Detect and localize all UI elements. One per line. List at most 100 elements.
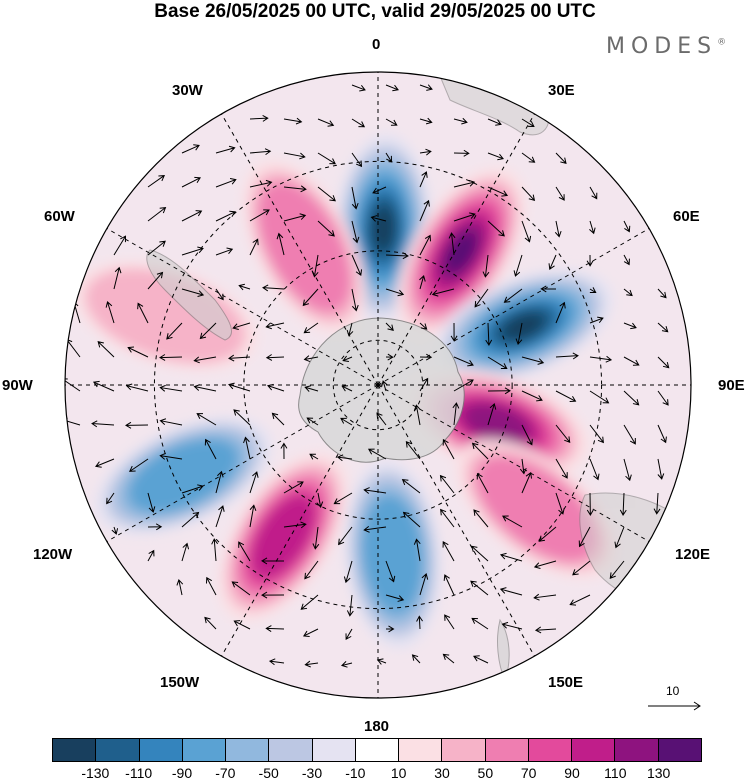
wind-vector xyxy=(521,220,532,243)
wind-vector xyxy=(402,511,421,528)
wind-vector xyxy=(181,288,205,297)
colorbar-swatch-7 xyxy=(355,739,400,761)
colorbar-swatch-11 xyxy=(528,739,573,761)
wind-vector xyxy=(453,379,474,392)
wind-vector xyxy=(442,653,455,664)
colorbar-tick-label: -10 xyxy=(345,765,366,781)
wind-vector xyxy=(266,383,285,392)
wind-vector xyxy=(233,409,251,426)
anomaly-high-150w-level-4 xyxy=(251,494,316,579)
wind-vector xyxy=(268,658,285,666)
wind-vector xyxy=(419,377,429,392)
wind-vector xyxy=(623,288,633,297)
wind-vector xyxy=(159,418,183,426)
wind-vector xyxy=(363,487,387,494)
wind-vector xyxy=(127,346,149,358)
wind-vector xyxy=(623,356,640,366)
wind-vector xyxy=(413,538,421,562)
wind-vector xyxy=(159,354,183,361)
wind-vector xyxy=(215,178,237,188)
wind-vector xyxy=(351,118,366,128)
wind-vector xyxy=(419,322,428,330)
wind-vector xyxy=(340,661,353,668)
wind-vector xyxy=(283,185,307,193)
wind-vector xyxy=(333,492,353,505)
wind-vector xyxy=(372,186,387,195)
wind-vector xyxy=(473,655,489,664)
lon-label-0: 0 xyxy=(372,36,381,53)
colorbar-swatch-8 xyxy=(399,739,443,761)
wind-vector xyxy=(97,341,115,358)
wind-vector xyxy=(487,118,502,126)
colorbar-tick-label: 50 xyxy=(477,765,494,781)
colorbar-tick-label: 130 xyxy=(646,765,671,781)
wind-vector xyxy=(499,552,523,562)
wind-vector xyxy=(453,179,476,188)
wind-vector xyxy=(431,288,455,297)
wind-vector xyxy=(147,207,167,222)
anomaly-low-60e-level-6 xyxy=(501,312,545,341)
wind-vector xyxy=(261,557,285,565)
wind-vector xyxy=(304,660,319,668)
wind-vector xyxy=(280,442,288,460)
lon-label-180: 180 xyxy=(364,718,390,735)
reference-vector: 10 xyxy=(646,684,704,714)
lon-label-150w: 150W xyxy=(160,674,200,691)
colorbar-swatch-13 xyxy=(615,739,659,761)
wind-vector xyxy=(249,148,272,156)
wind-vector xyxy=(555,390,577,403)
anomaly-low-115w-level-3 xyxy=(128,438,239,513)
wind-vector xyxy=(385,118,398,126)
wind-vector xyxy=(351,288,359,312)
wind-vector xyxy=(619,492,627,516)
wind-vector xyxy=(215,247,234,256)
wind-vector xyxy=(95,458,115,468)
wind-vector xyxy=(147,549,155,562)
wind-vector xyxy=(405,440,421,460)
wind-vector xyxy=(589,458,600,481)
wind-vector xyxy=(589,424,604,444)
wind-vector xyxy=(521,424,533,446)
colorbar-swatch-12 xyxy=(572,739,616,761)
lon-label-90w: 90W xyxy=(2,377,33,394)
wind-vector xyxy=(317,152,337,165)
wind-vector xyxy=(204,438,217,460)
wind-vector xyxy=(111,526,119,535)
wind-vector xyxy=(419,84,433,91)
colorbar-swatch-3 xyxy=(182,739,227,761)
wind-vector xyxy=(238,283,251,291)
wind-vector xyxy=(538,526,557,542)
wind-vector xyxy=(623,390,640,406)
wind-vector xyxy=(521,356,545,365)
wind-vector xyxy=(443,574,455,596)
wind-vector xyxy=(367,448,387,460)
wind-vector xyxy=(181,210,203,222)
wind-vector xyxy=(521,152,536,163)
wind-vector xyxy=(181,542,190,562)
wind-vector xyxy=(343,560,353,584)
wind-vector xyxy=(351,152,363,168)
colorbar-tick-label: -30 xyxy=(301,765,323,781)
wind-vector xyxy=(283,152,306,160)
wind-vector xyxy=(534,626,557,634)
colorbar-swatch-2 xyxy=(139,739,183,761)
wind-vector xyxy=(215,288,224,301)
wind-vector xyxy=(346,594,354,617)
wind-vector xyxy=(589,186,598,200)
wind-vector xyxy=(166,322,183,340)
wind-vector xyxy=(228,382,251,392)
wind-vector xyxy=(503,288,523,303)
wind-vector xyxy=(302,628,319,637)
wind-vector xyxy=(181,144,200,154)
wind-vector xyxy=(453,356,474,367)
wind-vector xyxy=(304,385,319,392)
wind-vector xyxy=(317,118,335,127)
wind-vector xyxy=(376,658,387,665)
wind-vector xyxy=(233,620,251,630)
anomaly-high-35w-level-2 xyxy=(258,181,351,312)
wind-vector xyxy=(113,266,122,290)
wind-vector xyxy=(521,186,536,202)
wind-vector xyxy=(271,412,285,426)
wind-vector xyxy=(419,171,428,188)
